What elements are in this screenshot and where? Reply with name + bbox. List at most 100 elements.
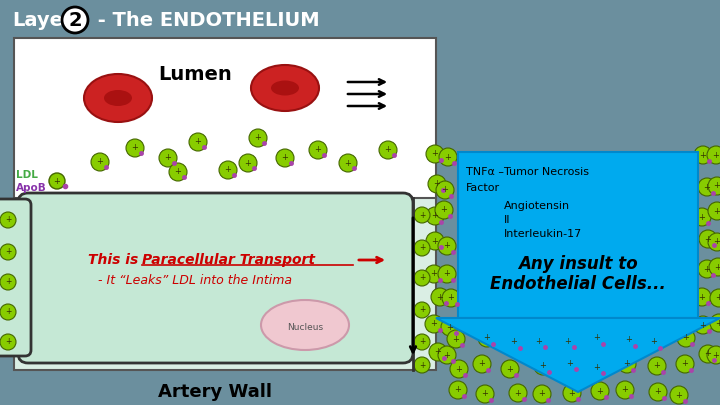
Circle shape xyxy=(379,141,397,159)
Text: Interleukin-17: Interleukin-17 xyxy=(504,229,582,239)
Circle shape xyxy=(699,345,717,363)
Circle shape xyxy=(439,148,457,166)
Circle shape xyxy=(708,233,720,251)
Text: +: + xyxy=(705,350,711,358)
Text: +: + xyxy=(444,241,451,251)
Text: +: + xyxy=(682,360,688,369)
Text: +: + xyxy=(705,234,711,243)
Text: +: + xyxy=(132,143,138,153)
Circle shape xyxy=(126,139,144,157)
Text: +: + xyxy=(626,335,632,345)
Text: Any insult to
Endothelial Cells...: Any insult to Endothelial Cells... xyxy=(490,255,666,293)
Text: TNFα –Tumor Necrosis: TNFα –Tumor Necrosis xyxy=(466,167,589,177)
Text: +: + xyxy=(716,318,720,328)
Circle shape xyxy=(0,244,16,260)
Circle shape xyxy=(426,232,444,250)
Text: +: + xyxy=(431,211,438,220)
Circle shape xyxy=(693,208,711,226)
Text: +: + xyxy=(651,337,657,347)
Ellipse shape xyxy=(84,74,152,122)
Text: +: + xyxy=(194,138,202,147)
Circle shape xyxy=(591,382,609,400)
Circle shape xyxy=(219,161,237,179)
Text: +: + xyxy=(567,358,573,367)
Text: LDL: LDL xyxy=(16,170,38,180)
Circle shape xyxy=(249,129,267,147)
Circle shape xyxy=(710,314,720,332)
Text: +: + xyxy=(539,362,546,371)
Circle shape xyxy=(533,385,551,403)
Text: +: + xyxy=(703,264,711,273)
Text: +: + xyxy=(96,158,104,166)
Text: +: + xyxy=(165,153,171,162)
Text: +: + xyxy=(315,145,321,154)
Text: This is: This is xyxy=(88,253,143,267)
Text: +: + xyxy=(593,362,600,371)
Text: +: + xyxy=(713,151,719,160)
Circle shape xyxy=(473,355,491,373)
Bar xyxy=(458,152,698,318)
Text: +: + xyxy=(698,292,706,301)
Circle shape xyxy=(426,207,444,225)
Circle shape xyxy=(708,202,720,220)
Circle shape xyxy=(438,265,456,283)
Text: +: + xyxy=(569,388,575,397)
Text: +: + xyxy=(174,168,181,177)
Circle shape xyxy=(677,329,695,347)
Circle shape xyxy=(534,357,552,375)
Text: Lumen: Lumen xyxy=(158,64,232,83)
Circle shape xyxy=(435,201,453,219)
Circle shape xyxy=(428,175,446,193)
Circle shape xyxy=(91,153,109,171)
Circle shape xyxy=(414,302,430,318)
Circle shape xyxy=(436,181,454,199)
Text: +: + xyxy=(431,237,438,245)
Text: +: + xyxy=(675,390,683,399)
Circle shape xyxy=(505,333,523,351)
Circle shape xyxy=(414,240,430,256)
Text: +: + xyxy=(444,350,451,360)
Text: +: + xyxy=(621,386,629,394)
Text: +: + xyxy=(419,360,426,369)
Text: +: + xyxy=(515,388,521,397)
Circle shape xyxy=(648,357,666,375)
Text: +: + xyxy=(716,294,720,303)
Circle shape xyxy=(449,381,467,399)
Text: +: + xyxy=(5,247,12,256)
Text: +: + xyxy=(482,390,488,399)
Circle shape xyxy=(49,173,65,189)
Text: +: + xyxy=(597,386,603,396)
Text: Angiotensin: Angiotensin xyxy=(504,201,570,211)
Circle shape xyxy=(588,358,606,376)
Text: +: + xyxy=(593,333,600,343)
Text: +: + xyxy=(436,292,444,301)
Text: +: + xyxy=(624,360,631,369)
Text: +: + xyxy=(703,183,711,192)
Text: +: + xyxy=(479,360,485,369)
Circle shape xyxy=(563,384,581,402)
Circle shape xyxy=(438,237,456,255)
Text: 2: 2 xyxy=(68,11,82,30)
Text: +: + xyxy=(5,215,12,224)
Text: +: + xyxy=(713,350,719,360)
Text: Factor: Factor xyxy=(466,183,500,193)
Text: ApoB: ApoB xyxy=(16,183,47,193)
Text: +: + xyxy=(448,294,454,303)
Circle shape xyxy=(708,177,720,195)
Text: +: + xyxy=(536,337,542,345)
Circle shape xyxy=(414,207,430,223)
Circle shape xyxy=(0,304,16,320)
FancyBboxPatch shape xyxy=(18,193,413,363)
Text: +: + xyxy=(255,134,261,143)
Text: +: + xyxy=(714,181,720,190)
Text: +: + xyxy=(441,185,449,194)
Text: II: II xyxy=(504,215,510,225)
Circle shape xyxy=(429,343,447,361)
Text: +: + xyxy=(714,237,720,247)
Text: +: + xyxy=(345,158,351,168)
Circle shape xyxy=(561,354,579,372)
Text: +: + xyxy=(419,243,426,252)
Circle shape xyxy=(699,230,717,248)
Circle shape xyxy=(441,318,459,336)
Circle shape xyxy=(414,334,430,350)
